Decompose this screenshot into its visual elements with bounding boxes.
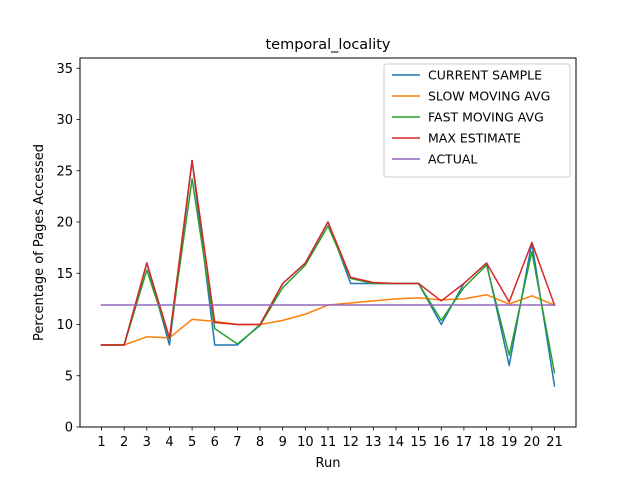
legend-label-0: CURRENT SAMPLE — [428, 68, 542, 83]
x-axis: 1 2 3 4 5 6 7 8 9 10 11 12 13 14 15 16 17 18 19 20 21 — [97, 427, 563, 450]
y-tick-label: 20 — [56, 216, 73, 231]
x-tick-label: 15 — [410, 435, 427, 450]
x-tick-label: 13 — [365, 435, 382, 450]
legend-label-1: SLOW MOVING AVG — [428, 89, 550, 104]
x-tick-label: 18 — [478, 435, 495, 450]
x-tick-label: 3 — [143, 435, 151, 450]
y-tick-label: 35 — [56, 62, 73, 77]
x-tick-label: 11 — [320, 435, 337, 450]
y-tick-label: 15 — [56, 267, 73, 282]
x-tick-label: 20 — [524, 435, 541, 450]
y-tick-label: 5 — [65, 369, 73, 384]
y-tick-label: 25 — [56, 164, 73, 179]
x-tick-label: 9 — [279, 435, 287, 450]
x-tick-label: 4 — [165, 435, 173, 450]
legend-label-3: MAX ESTIMATE — [428, 131, 521, 146]
x-tick-label: 2 — [120, 435, 128, 450]
series-line-3 — [100, 159, 556, 346]
x-tick-label: 21 — [546, 435, 563, 450]
legend-box — [383, 63, 571, 178]
x-axis-label: Run — [316, 456, 341, 471]
x-tick-label: 14 — [388, 435, 405, 450]
legend-label-2: FAST MOVING AVG — [428, 110, 544, 125]
x-tick-label: 5 — [188, 435, 196, 450]
series-line-2 — [100, 178, 556, 374]
x-tick-label: 7 — [233, 435, 241, 450]
chart-title: temporal_locality — [265, 37, 390, 53]
x-tick-label: 16 — [433, 435, 450, 450]
y-axis: 0 5 10 15 20 25 30 35 — [56, 62, 80, 436]
x-tick-label: 12 — [342, 435, 359, 450]
y-axis-label: Percentage of Pages Accessed — [32, 144, 47, 341]
legend: CURRENT SAMPLE SLOW MOVING AVG FAST MOVING… — [383, 63, 571, 178]
x-tick-label: 17 — [456, 435, 473, 450]
x-tick-label: 1 — [97, 435, 105, 450]
series-layer — [100, 159, 556, 387]
x-tick-label: 19 — [501, 435, 518, 450]
x-tick-label: 6 — [211, 435, 219, 450]
y-tick-label: 10 — [56, 318, 73, 333]
y-tick-label: 0 — [65, 421, 73, 436]
y-tick-label: 30 — [56, 113, 73, 128]
legend-label-4: ACTUAL — [428, 152, 477, 167]
x-tick-label: 10 — [297, 435, 314, 450]
x-tick-label: 8 — [256, 435, 264, 450]
